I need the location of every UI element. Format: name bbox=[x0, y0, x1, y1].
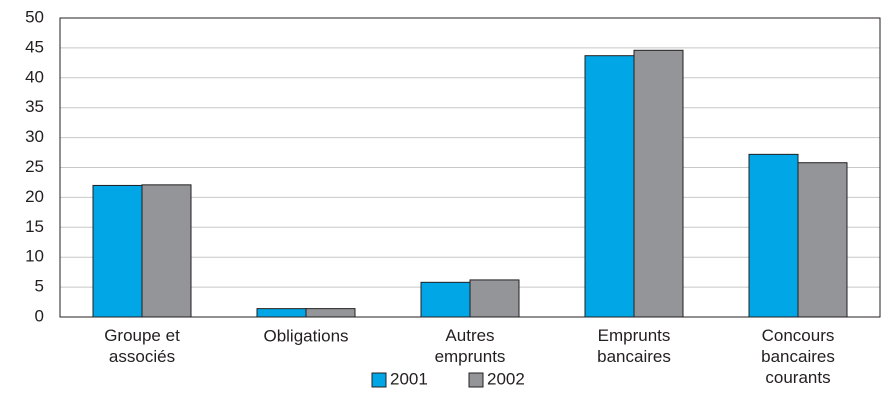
bar bbox=[92, 184, 143, 318]
y-tick-label: 45 bbox=[25, 37, 44, 56]
bar bbox=[584, 55, 635, 318]
y-tick-label: 50 bbox=[25, 7, 44, 26]
x-tick-label: Groupe et associés bbox=[104, 326, 180, 366]
y-tick-label: 25 bbox=[25, 157, 44, 176]
y-tick-label: 10 bbox=[25, 247, 44, 266]
y-tick-label: 15 bbox=[25, 217, 44, 236]
bar bbox=[420, 281, 471, 318]
x-tick-label: Concours bancaires courants bbox=[761, 326, 835, 387]
legend-swatch bbox=[468, 372, 484, 388]
bar bbox=[141, 184, 192, 318]
y-tick-label: 5 bbox=[35, 277, 44, 296]
y-tick-label: 20 bbox=[25, 187, 44, 206]
bar bbox=[256, 308, 307, 318]
y-tick-label: 0 bbox=[35, 306, 44, 325]
x-tick-label: Autres emprunts bbox=[435, 326, 506, 366]
bar bbox=[797, 162, 848, 318]
legend-label: 2002 bbox=[487, 369, 525, 388]
y-tick-label: 35 bbox=[25, 97, 44, 116]
x-tick-label: Emprunts bancaires bbox=[597, 326, 671, 366]
bar bbox=[469, 279, 520, 318]
bar bbox=[748, 153, 799, 318]
y-tick-label: 30 bbox=[25, 127, 44, 146]
y-tick-label: 40 bbox=[25, 67, 44, 86]
bar bbox=[633, 49, 684, 318]
legend-label: 2001 bbox=[390, 369, 428, 388]
bar bbox=[305, 308, 356, 318]
legend-swatch bbox=[371, 372, 387, 388]
x-tick-label: Obligations bbox=[263, 326, 348, 345]
